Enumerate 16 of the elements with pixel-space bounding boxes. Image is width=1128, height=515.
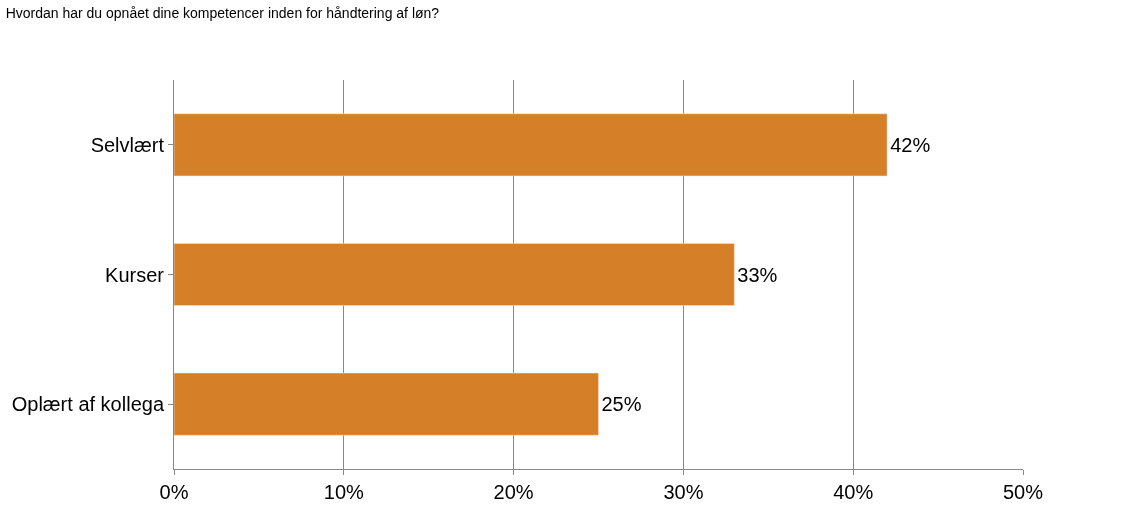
x-tick-label: 0% [159,481,189,503]
x-tick-label: 30% [663,481,704,503]
x-tick-label: 10% [323,481,365,503]
x-tick-label: 50% [1002,481,1044,503]
data-label: 42% [890,133,931,156]
bar [174,243,735,306]
bar [174,372,599,436]
chart-title: Hvordan har du opnået dine kompetencer inden for håndtering af løn? [5,4,440,21]
x-tick-label: 40% [833,481,874,503]
data-label: 25% [601,393,642,416]
y-tick-label: Selvlært [90,133,165,156]
data-label: 33% [737,263,778,286]
bar [174,113,888,177]
x-tick-label: 20% [493,481,534,503]
y-tick-label: Oplært af kollega [11,393,165,416]
y-tick-label: Kurser [105,263,165,286]
